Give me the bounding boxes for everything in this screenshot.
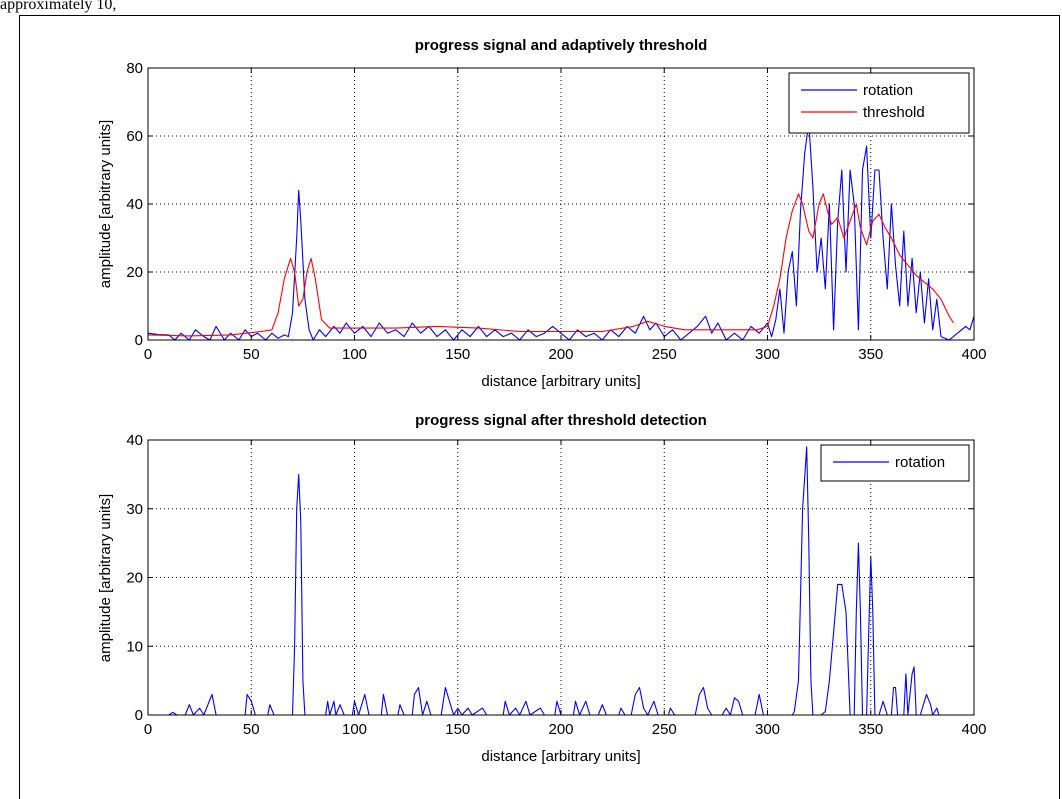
grid xyxy=(148,68,974,340)
legend-label-rotation: rotation xyxy=(895,454,945,471)
legend-box xyxy=(788,72,970,134)
y-tick-label: 40 xyxy=(126,432,143,449)
x-tick-label: 200 xyxy=(548,346,573,363)
x-tick-label: 400 xyxy=(961,721,986,738)
legend: rotation xyxy=(820,444,970,482)
ticks: 0 50 100 150 200 250 300 350 400 0 20 40 60 80 xyxy=(126,60,986,363)
legend: rotation threshold xyxy=(788,72,970,134)
x-tick-label: 350 xyxy=(858,721,883,738)
x-tick-label: 150 xyxy=(445,346,470,363)
x-tick-label: 200 xyxy=(548,721,573,738)
x-tick-label: 0 xyxy=(144,721,152,738)
chart-threshold: progress signal and adaptively threshold… xyxy=(97,37,987,390)
caption-text: approximately 10, xyxy=(0,0,117,13)
x-tick-label: 250 xyxy=(652,721,677,738)
chart-title: progress signal after threshold detectio… xyxy=(415,412,707,429)
x-axis-label: distance [arbitrary units] xyxy=(481,748,640,765)
chart-title: progress signal and adaptively threshold xyxy=(415,37,708,54)
chart-detection: progress signal after threshold detectio… xyxy=(97,412,987,765)
y-axis-label: amplitude [arbitrary units] xyxy=(97,494,114,662)
y-tick-label: 20 xyxy=(126,264,143,281)
x-tick-label: 150 xyxy=(445,721,470,738)
x-tick-label: 0 xyxy=(144,346,152,363)
series-line-threshold xyxy=(147,193,954,337)
grid xyxy=(148,440,974,715)
y-tick-label: 10 xyxy=(126,638,143,655)
x-tick-label: 100 xyxy=(342,346,367,363)
y-tick-label: 30 xyxy=(126,501,143,518)
legend-box xyxy=(820,444,970,482)
y-tick-label: 60 xyxy=(126,128,143,145)
y-tick-label: 20 xyxy=(126,570,143,587)
x-tick-label: 300 xyxy=(755,721,780,738)
y-tick-label: 40 xyxy=(126,196,143,213)
x-tick-label: 350 xyxy=(858,346,883,363)
y-tick-label: 80 xyxy=(126,60,143,77)
x-tick-label: 400 xyxy=(961,346,986,363)
x-axis-label: distance [arbitrary units] xyxy=(481,373,640,390)
x-tick-label: 100 xyxy=(342,721,367,738)
ticks: 0 50 100 150 200 250 300 350 400 0 10 20 30 40 xyxy=(126,432,986,738)
x-tick-label: 50 xyxy=(243,721,260,738)
legend-label-threshold: threshold xyxy=(863,104,925,121)
y-axis-label: amplitude [arbitrary units] xyxy=(97,120,114,288)
x-tick-label: 300 xyxy=(755,346,780,363)
y-tick-label: 0 xyxy=(135,707,143,724)
y-tick-label: 0 xyxy=(135,332,143,349)
legend-label-rotation: rotation xyxy=(863,82,913,99)
x-tick-label: 50 xyxy=(243,346,260,363)
x-tick-label: 250 xyxy=(652,346,677,363)
series-layer xyxy=(147,121,975,341)
